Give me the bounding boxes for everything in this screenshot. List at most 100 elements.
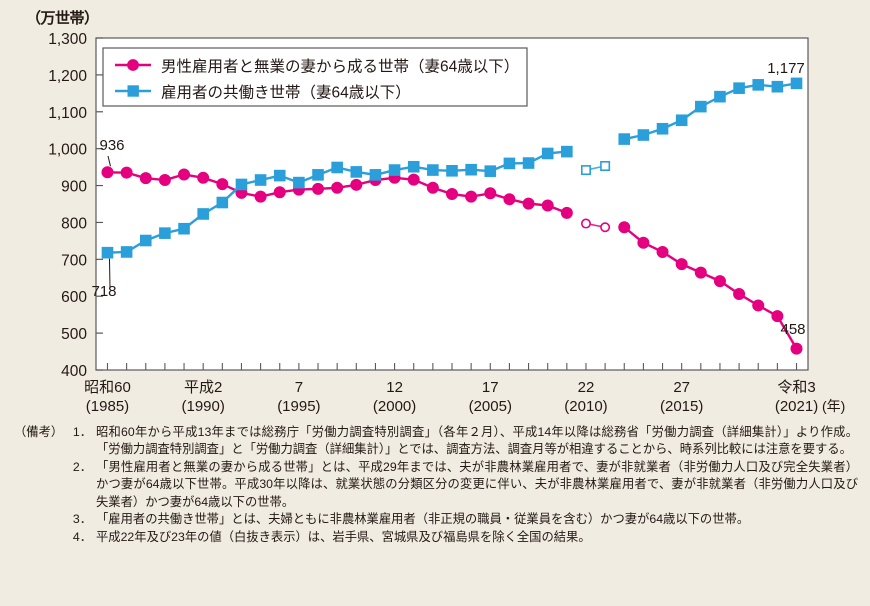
note-item: 2． 「男性雇用者と無業の妻から成る世帯」とは、平成29年までは、夫が非農林業雇… xyxy=(0,459,870,511)
data-point-marker xyxy=(350,166,363,178)
note-item: 4． 平成22年及び23年の値（白抜き表示）は、岩手県、宮城県及び福島県を除く全… xyxy=(0,529,870,546)
data-point-marker xyxy=(254,190,267,203)
data-point-marker xyxy=(331,161,343,174)
data-series-2 xyxy=(101,77,803,259)
data-point-marker xyxy=(388,164,401,176)
note-item: （備考） 1． 昭和60年から平成13年までは総務庁「労働力調査特別調査」（各年… xyxy=(0,424,870,459)
y-tick-label: 600 xyxy=(61,289,87,306)
data-point-marker xyxy=(120,166,133,179)
y-axis-labels: 1,300 1,200 1,100 1,000 900 800 700 600 500 400 xyxy=(48,31,87,380)
y-tick-label: 900 xyxy=(61,179,87,196)
data-point-marker xyxy=(446,188,459,201)
data-point-marker xyxy=(675,114,688,127)
legend-label-2: 雇用者の共働き世帯（妻64歳以下） xyxy=(161,84,411,102)
data-point-marker xyxy=(273,186,286,199)
data-point-marker xyxy=(426,181,439,194)
y-tick-label: 1,000 xyxy=(48,142,87,159)
data-point-marker xyxy=(790,77,803,90)
x-tick-era-label: 27 xyxy=(673,379,690,396)
data-point-marker xyxy=(427,164,439,176)
note-item: 3． 「雇用者の共働き世帯」とは、夫婦ともに非農林業雇用者（非正規の職員・従業員… xyxy=(0,511,870,528)
x-tick-year-label: (1995) xyxy=(277,398,320,415)
data-point-marker xyxy=(522,197,535,210)
data-point-marker xyxy=(465,163,477,176)
data-annotations: 936 718 1,177 458 xyxy=(91,60,805,338)
x-tick-era-label: 昭和60 xyxy=(84,379,131,396)
x-tick-era-label: 17 xyxy=(482,379,499,396)
y-tick-label: 1,300 xyxy=(48,31,87,48)
data-point-marker xyxy=(407,173,420,186)
data-point-marker xyxy=(465,190,478,203)
note-text: 昭和60年から平成13年までは総務庁「労働力調査特別調査」（各年２月）、平成14… xyxy=(96,425,858,457)
data-point-marker xyxy=(618,133,631,145)
y-tick-label: 700 xyxy=(61,252,87,269)
data-point-marker xyxy=(178,168,191,181)
data-point-marker xyxy=(541,199,554,212)
end-dual-income-value-label: 1,177 xyxy=(767,60,805,77)
data-point-marker xyxy=(771,80,784,93)
data-point-marker xyxy=(580,218,591,229)
data-series-group xyxy=(101,77,803,355)
data-point-marker xyxy=(273,169,286,182)
line-chart: 1,300 1,200 1,100 1,000 900 800 700 600 500 400 昭… xyxy=(48,31,845,415)
data-series-1 xyxy=(101,166,803,355)
note-number: 4． xyxy=(72,529,92,544)
data-point-marker xyxy=(101,246,114,259)
x-axis-labels: 昭和60 (1985) 平成2 (1990) 7 (1995) 12 (2000) 17 (200… xyxy=(84,379,818,415)
data-point-marker xyxy=(503,193,516,206)
x-axis-unit: (年) xyxy=(822,398,845,414)
note-text: 「雇用者の共働き世帯」とは、夫婦ともに非農林業雇用者（非正規の職員・従業員を含む… xyxy=(96,512,750,527)
data-point-marker xyxy=(235,178,248,191)
data-point-marker xyxy=(216,196,229,209)
data-point-marker xyxy=(159,227,171,239)
data-point-marker xyxy=(407,160,420,173)
data-point-marker xyxy=(714,90,726,103)
data-point-marker xyxy=(101,166,114,179)
data-point-marker xyxy=(293,176,305,189)
data-point-marker xyxy=(771,310,784,323)
data-point-marker xyxy=(541,147,554,160)
x-tick-year-label: (1990) xyxy=(182,398,225,415)
x-tick-era-label: 令和3 xyxy=(777,379,815,396)
data-point-marker xyxy=(733,82,745,94)
chart-legend: 男性雇用者と無業の妻から成る世帯（妻64歳以下） 雇用者の共働き世帯（妻64歳以下… xyxy=(102,47,528,107)
x-tick-year-label: (2005) xyxy=(469,398,512,415)
data-point-marker xyxy=(675,258,688,271)
data-point-marker xyxy=(695,100,707,113)
y-axis-ticks xyxy=(96,37,103,371)
data-point-marker xyxy=(560,206,573,219)
data-point-marker xyxy=(694,266,707,279)
y-tick-label: 500 xyxy=(61,326,87,343)
data-point-marker xyxy=(790,342,803,355)
data-point-marker xyxy=(216,178,229,191)
data-point-marker xyxy=(139,172,152,185)
note-number: 2． xyxy=(72,459,92,474)
x-tick-year-label: (1985) xyxy=(86,398,129,415)
data-point-marker xyxy=(637,129,650,141)
data-point-marker xyxy=(600,222,611,233)
x-tick-era-label: 7 xyxy=(295,379,303,396)
x-axis-unit-label: (年) xyxy=(822,398,845,414)
note-text: 「男性雇用者と無業の妻から成る世帯」とは、平成29年までは、夫が非農林業雇用者で… xyxy=(96,459,858,509)
data-point-marker xyxy=(637,236,650,249)
note-text: 平成22年及び23年の値（白抜き表示）は、岩手県、宮城県及び福島県を除く全国の結… xyxy=(96,529,591,544)
x-tick-year-label: (2010) xyxy=(564,398,607,415)
data-point-marker xyxy=(120,246,133,258)
data-point-marker xyxy=(752,299,765,312)
data-point-marker xyxy=(656,122,669,135)
data-point-marker xyxy=(752,79,765,91)
data-point-marker xyxy=(656,245,669,258)
data-point-marker xyxy=(446,165,458,177)
data-point-marker xyxy=(484,165,497,177)
notes-header: （備考） xyxy=(14,425,64,439)
notes-block: （備考） 1． 昭和60年から平成13年までは総務庁「労働力調査特別調査」（各年… xyxy=(0,424,870,546)
data-point-marker xyxy=(197,171,210,184)
note-number: 1． xyxy=(72,425,92,439)
data-point-marker xyxy=(713,275,726,288)
data-point-marker xyxy=(139,234,152,247)
data-point-marker xyxy=(197,208,209,220)
data-point-marker xyxy=(580,165,591,176)
data-point-marker xyxy=(350,178,363,191)
start-male-employed-value-label: 936 xyxy=(99,137,124,154)
